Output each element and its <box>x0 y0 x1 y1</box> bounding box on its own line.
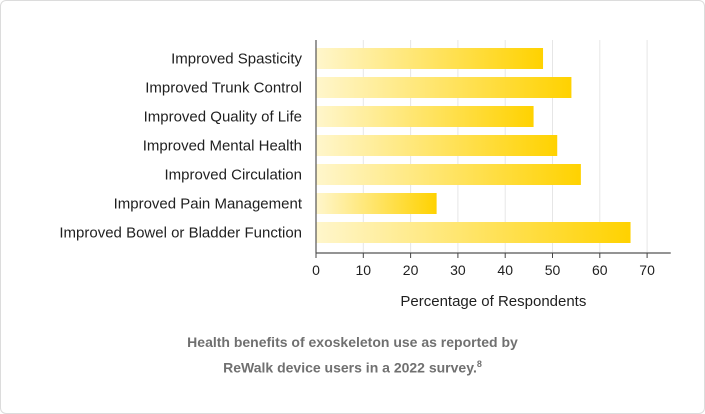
category-label-improved-bowel-or-bladder-function: Improved Bowel or Bladder Function <box>59 225 302 242</box>
bar-improved-spasticity <box>316 48 544 69</box>
category-labels: Improved Spasticity Improved Trunk Contro… <box>59 51 302 242</box>
x-tick-label-10: 10 <box>356 262 372 278</box>
bar-improved-pain-management <box>316 193 437 214</box>
category-label-improved-quality-of-life: Improved Quality of Life <box>144 109 302 126</box>
category-label-improved-spasticity: Improved Spasticity <box>171 51 302 68</box>
caption-line-2: ReWalk device users in a 2022 survey.8 <box>0 359 705 376</box>
bar-improved-circulation <box>316 164 581 185</box>
x-tick-label-0: 0 <box>312 262 320 278</box>
category-label-improved-circulation: Improved Circulation <box>164 167 302 184</box>
caption-line-1: Health benefits of exoskeleton use as re… <box>0 334 705 350</box>
bars <box>316 48 631 243</box>
x-tick-label-50: 50 <box>545 262 561 278</box>
x-tick-label-70: 70 <box>639 262 655 278</box>
x-tick-label-20: 20 <box>403 262 419 278</box>
caption-text-2: ReWalk device users in a 2022 survey. <box>223 359 477 376</box>
x-tick-label-30: 30 <box>450 262 466 278</box>
category-label-improved-trunk-control: Improved Trunk Control <box>145 80 302 97</box>
bar-chart: Improved Spasticity Improved Trunk Contro… <box>59 40 671 310</box>
x-tick-label-40: 40 <box>497 262 513 278</box>
axes <box>315 40 671 254</box>
bar-improved-quality-of-life <box>316 106 534 127</box>
bar-improved-bowel-or-bladder-function <box>316 222 631 243</box>
bar-improved-trunk-control <box>316 77 572 98</box>
x-tick-labels: 0 10 20 30 40 50 60 70 <box>312 253 655 278</box>
footnote-marker: 8 <box>476 359 482 369</box>
x-tick-label-60: 60 <box>592 262 608 278</box>
category-label-improved-mental-health: Improved Mental Health <box>143 138 302 155</box>
bar-improved-mental-health <box>316 135 558 156</box>
category-label-improved-pain-management: Improved Pain Management <box>114 196 303 213</box>
x-axis-title: Percentage of Respondents <box>400 293 586 310</box>
caption-text-1: Health benefits of exoskeleton use as re… <box>187 334 518 350</box>
